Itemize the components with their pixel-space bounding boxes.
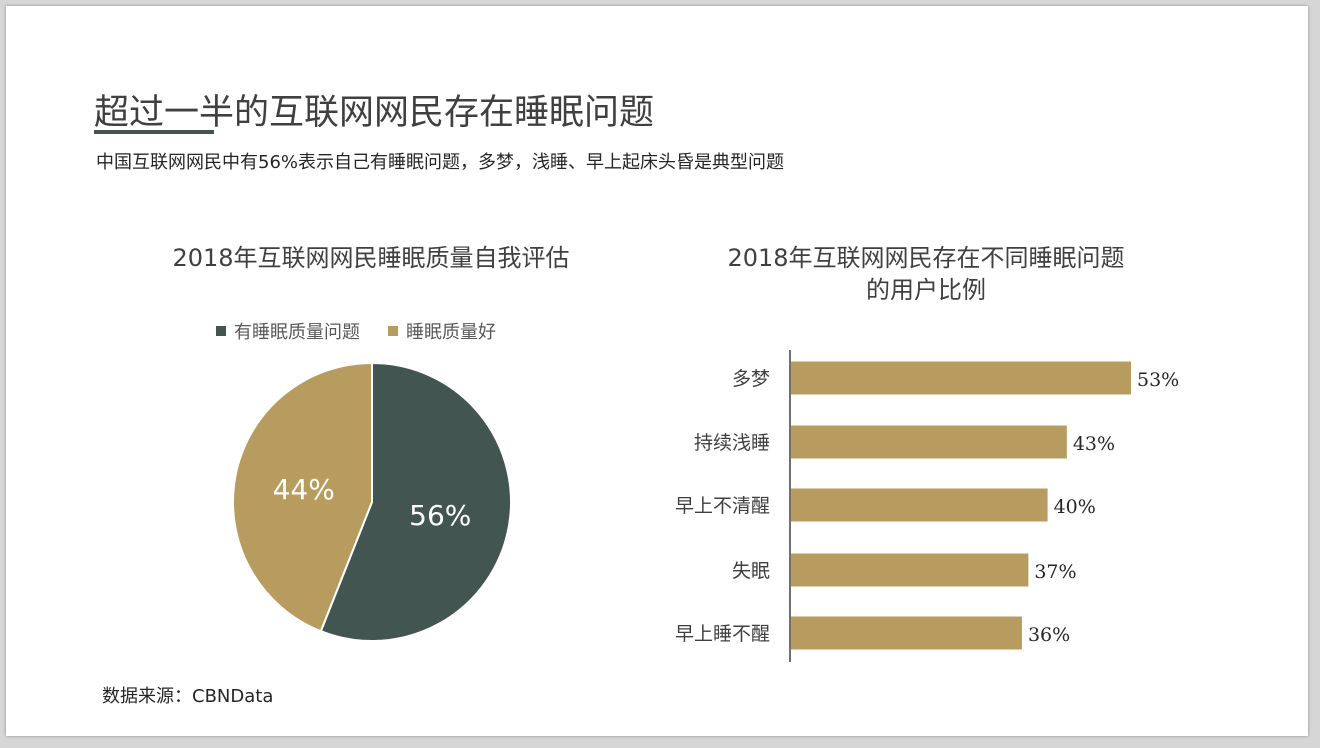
bar-data-label-2: 40% [1054, 496, 1096, 518]
bar-data-label-0: 53% [1137, 369, 1179, 391]
bar-3 [791, 553, 1029, 587]
slide: 超过一半的互联网网民存在睡眠问题 中国互联网网民中有56%表示自己有睡眠问题，多… [6, 6, 1308, 736]
bar-data-label-4: 36% [1028, 624, 1070, 646]
title-underline [94, 130, 214, 134]
bar-data-label-1: 43% [1073, 433, 1115, 455]
pie-data-label-1: 44% [273, 473, 335, 506]
bar-chart-title-line-1: 2018年互联网网民存在不同睡眠问题 [727, 244, 1125, 272]
pie-data-label-0: 56% [409, 499, 471, 532]
pie-chart: 56% 44% [232, 361, 512, 642]
bar-0 [791, 361, 1131, 395]
slide-subtitle: 中国互联网网民中有56%表示自己有睡眠问题，多梦，浅睡、早上起床头昏是典型问题 [96, 152, 785, 173]
bar-category-label-3: 失眠 [732, 560, 770, 582]
bar-category-label-0: 多梦 [732, 368, 770, 390]
bar-2 [791, 488, 1048, 522]
bar-4 [791, 616, 1022, 650]
bar-1 [791, 425, 1067, 459]
legend-item-sleep-problem: 有睡眠质量问题 [216, 318, 360, 344]
data-source: 数据来源：CBNData [102, 686, 274, 707]
bar-chart: 多梦 53% 持续浅睡 43% 早上不清醒 40% 失眠 37% 早上睡不醒 36% [675, 350, 1179, 662]
slide-title: 超过一半的互联网网民存在睡眠问题 [94, 93, 655, 133]
bar-data-label-3: 37% [1034, 561, 1076, 583]
pie-legend: 有睡眠质量问题 睡眠质量好 [216, 318, 524, 344]
pie-slice-0 [319, 361, 512, 642]
bar-category-label-1: 持续浅睡 [694, 432, 770, 454]
bar-chart-title: 2018年互联网网民存在不同睡眠问题 的用户比例 [696, 242, 1156, 306]
legend-label-sleep-problem: 有睡眠质量问题 [234, 322, 360, 343]
pie-slice-1 [232, 361, 373, 633]
legend-swatch-sleep-good [388, 326, 398, 336]
bar-category-label-4: 早上睡不醒 [675, 623, 770, 645]
bar-chart-title-line-2: 的用户比例 [866, 276, 986, 304]
legend-swatch-sleep-problem [216, 326, 226, 336]
bar-category-label-2: 早上不清醒 [675, 495, 770, 517]
legend-label-sleep-good: 睡眠质量好 [406, 322, 496, 343]
pie-chart-title: 2018年互联网网民睡眠质量自我评估 [172, 244, 570, 272]
legend-item-sleep-good: 睡眠质量好 [388, 318, 496, 344]
